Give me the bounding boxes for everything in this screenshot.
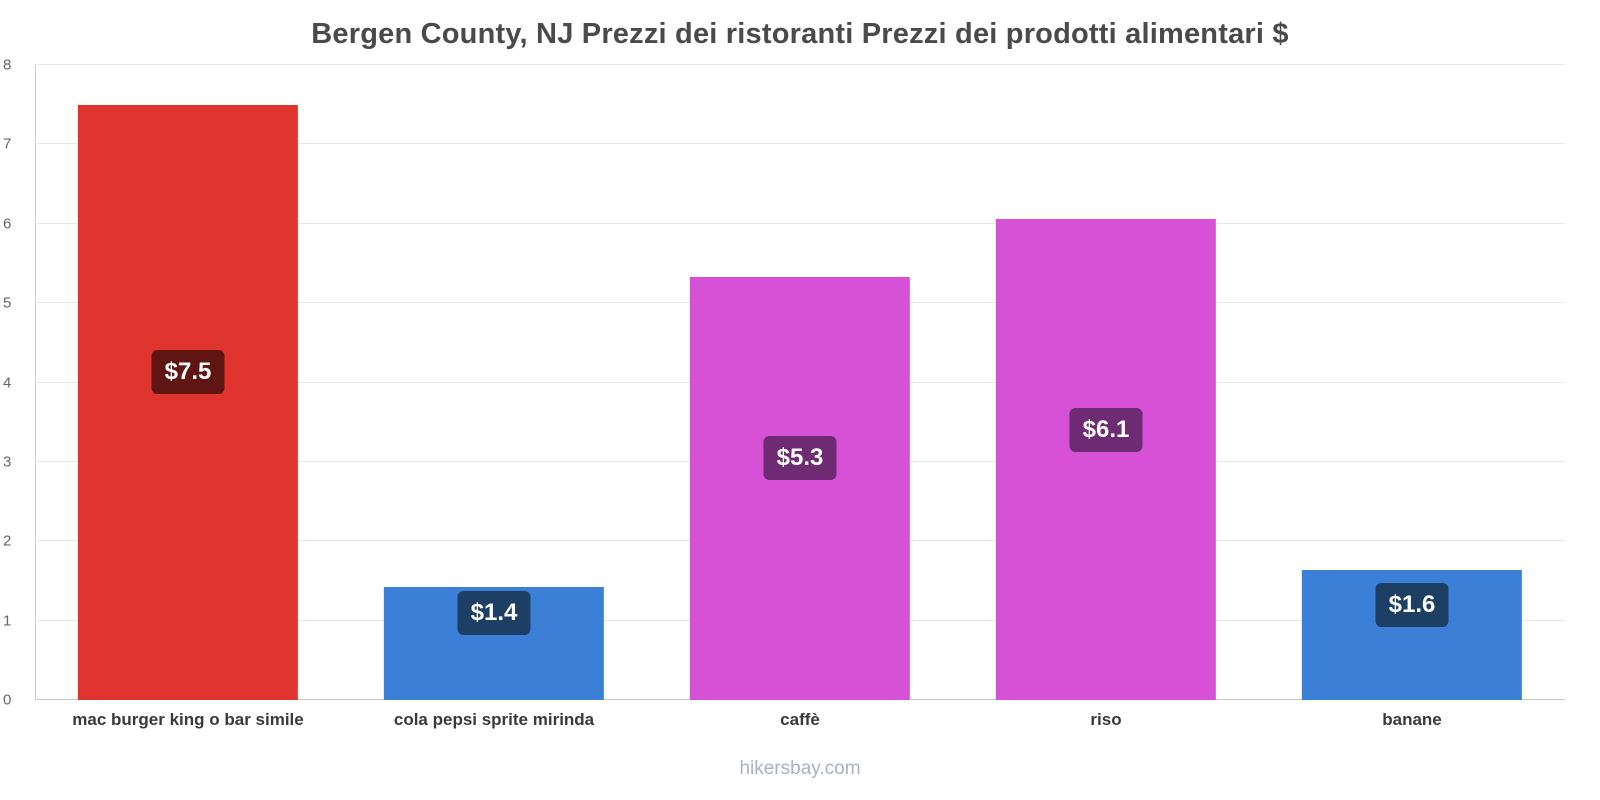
- chart-title: Bergen County, NJ Prezzi dei ristoranti …: [311, 18, 1289, 50]
- y-tick-label-8: 8: [3, 56, 12, 74]
- y-tick-label-4: 4: [3, 374, 12, 391]
- y-tick-label-3: 3: [3, 453, 12, 471]
- bar-value-badge-3: $5.3: [763, 436, 837, 481]
- bar-value-badge-5: $1.6: [1375, 582, 1449, 627]
- bar-3[interactable]: $5.3: [689, 276, 911, 700]
- gridline-6: [35, 222, 1565, 224]
- plot-area: 0 1 2 3 4 5 6 7 8 $7.5 $1.4 $5.3 $6.1 $1.6: [3, 57, 1565, 709]
- bar-4[interactable]: $6.1: [995, 219, 1217, 700]
- y-tick-label-6: 6: [3, 215, 12, 233]
- y-tick-label-5: 5: [3, 294, 12, 312]
- bar-value-badge-2: $1.4: [457, 591, 531, 636]
- bar-value-badge-1: $7.5: [151, 350, 225, 395]
- bar-1[interactable]: $7.5: [77, 104, 299, 700]
- y-tick-label-1: 1: [3, 612, 12, 630]
- x-axis-labels: mac burger king o bar simile cola pepsi s…: [35, 710, 1565, 736]
- watermark-hikersbay[interactable]: hikersbay.com: [739, 758, 861, 779]
- y-tick-label-0: 0: [3, 691, 12, 709]
- y-axis-line: [35, 65, 36, 700]
- bar-2[interactable]: $1.4: [383, 586, 605, 700]
- x-category-label-1: mac burger king o bar simile: [72, 710, 304, 729]
- x-category-label-4: riso: [1090, 710, 1122, 729]
- x-category-label-3: caffè: [780, 710, 820, 729]
- x-category-label-5: banane: [1382, 710, 1442, 729]
- gridline-8: [35, 64, 1565, 65]
- y-tick-label-7: 7: [3, 135, 12, 153]
- bar-value-badge-4: $6.1: [1069, 407, 1143, 452]
- bar-5[interactable]: $1.6: [1301, 569, 1523, 700]
- gridline-7: [35, 143, 1565, 145]
- y-tick-label-2: 2: [3, 532, 12, 550]
- x-category-label-2: cola pepsi sprite mirinda: [393, 710, 595, 729]
